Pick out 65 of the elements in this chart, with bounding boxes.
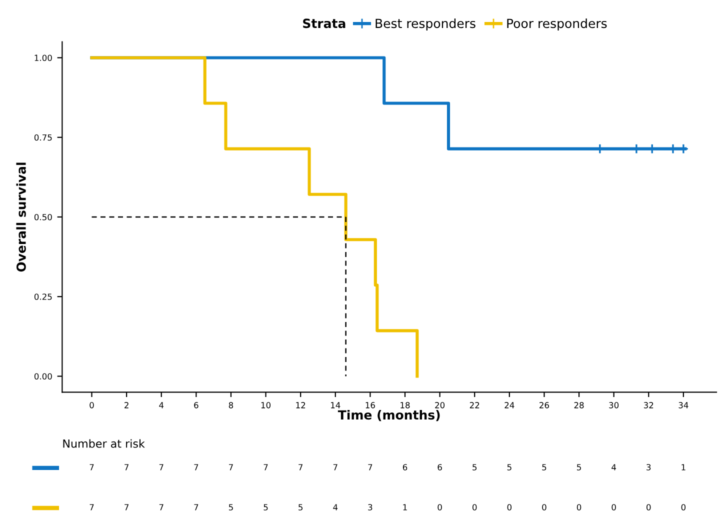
- data-label: 7: [368, 464, 372, 470]
- data-label: 0: [472, 504, 477, 510]
- x-tick-label: 0: [90, 402, 94, 408]
- data-label: 6: [438, 464, 442, 470]
- data-label: 7: [124, 504, 129, 510]
- data-label: 7: [194, 504, 198, 510]
- x-tick-label: 24: [504, 402, 514, 408]
- x-tick-label: 10: [261, 402, 271, 408]
- x-tick-label: 20: [435, 402, 445, 408]
- data-label: 4: [333, 504, 338, 510]
- x-tick-label: 26: [540, 402, 549, 408]
- data-label: 7: [124, 464, 129, 470]
- y-tick-label: 0.50: [34, 214, 52, 220]
- data-label: 7: [264, 464, 268, 470]
- x-tick-label: 22: [470, 402, 480, 408]
- data-label: 5: [542, 464, 546, 470]
- data-label: 7: [90, 464, 94, 470]
- data-label: 5: [264, 504, 268, 510]
- data-label: 7: [333, 464, 338, 470]
- data-label: 6: [402, 464, 408, 470]
- x-tick-label: 18: [400, 402, 410, 408]
- data-label: 0: [438, 504, 442, 510]
- legend-title: Strata: [303, 18, 346, 28]
- x-tick-label: 12: [296, 402, 306, 408]
- data-label: 0: [542, 504, 546, 510]
- data-label: 7: [90, 504, 94, 510]
- data-label: 3: [646, 464, 651, 470]
- data-label: 0: [576, 504, 582, 510]
- x-axis-title: Time (months): [338, 410, 440, 422]
- x-tick-label: 16: [366, 402, 375, 408]
- legend-label: Poor responders: [507, 18, 607, 31]
- data-label: 0: [681, 504, 686, 510]
- data-label: 5: [228, 504, 233, 510]
- data-label: 5: [298, 504, 303, 510]
- data-label: 4: [612, 464, 616, 470]
- x-tick-label: 4: [159, 402, 164, 408]
- y-tick-label: 0.25: [34, 294, 52, 300]
- x-tick-label: 34: [678, 402, 688, 408]
- y-tick-label: 0.75: [34, 134, 52, 141]
- data-label: 7: [229, 464, 233, 470]
- data-label: 5: [577, 464, 581, 470]
- data-label: 0: [612, 504, 616, 510]
- data-label: 0: [646, 504, 651, 510]
- x-tick-label: 14: [331, 402, 340, 408]
- chart-title: Number at risk: [63, 439, 145, 448]
- data-label: 1: [682, 464, 686, 470]
- data-label: 1: [403, 504, 407, 510]
- legend-label: Best responders: [376, 18, 476, 31]
- x-tick-label: 2: [124, 402, 128, 408]
- x-tick-label: 32: [644, 402, 654, 408]
- data-label: 5: [472, 464, 477, 470]
- y-tick-label: 1.00: [34, 54, 52, 62]
- data-label: 7: [298, 464, 303, 470]
- data-label: 7: [194, 464, 198, 470]
- data-label: 5: [507, 464, 512, 470]
- x-tick-label: 8: [228, 402, 234, 408]
- x-tick-label: 28: [574, 402, 584, 408]
- data-label: 7: [159, 504, 164, 510]
- data-label: 7: [159, 464, 164, 470]
- y-tick-label: 0.00: [34, 373, 52, 380]
- y-axis-title: Overall survival: [16, 162, 26, 272]
- x-tick-label: 6: [194, 402, 198, 408]
- x-tick-label: 30: [609, 402, 619, 408]
- data-label: 3: [368, 504, 372, 510]
- data-label: 0: [507, 504, 512, 510]
